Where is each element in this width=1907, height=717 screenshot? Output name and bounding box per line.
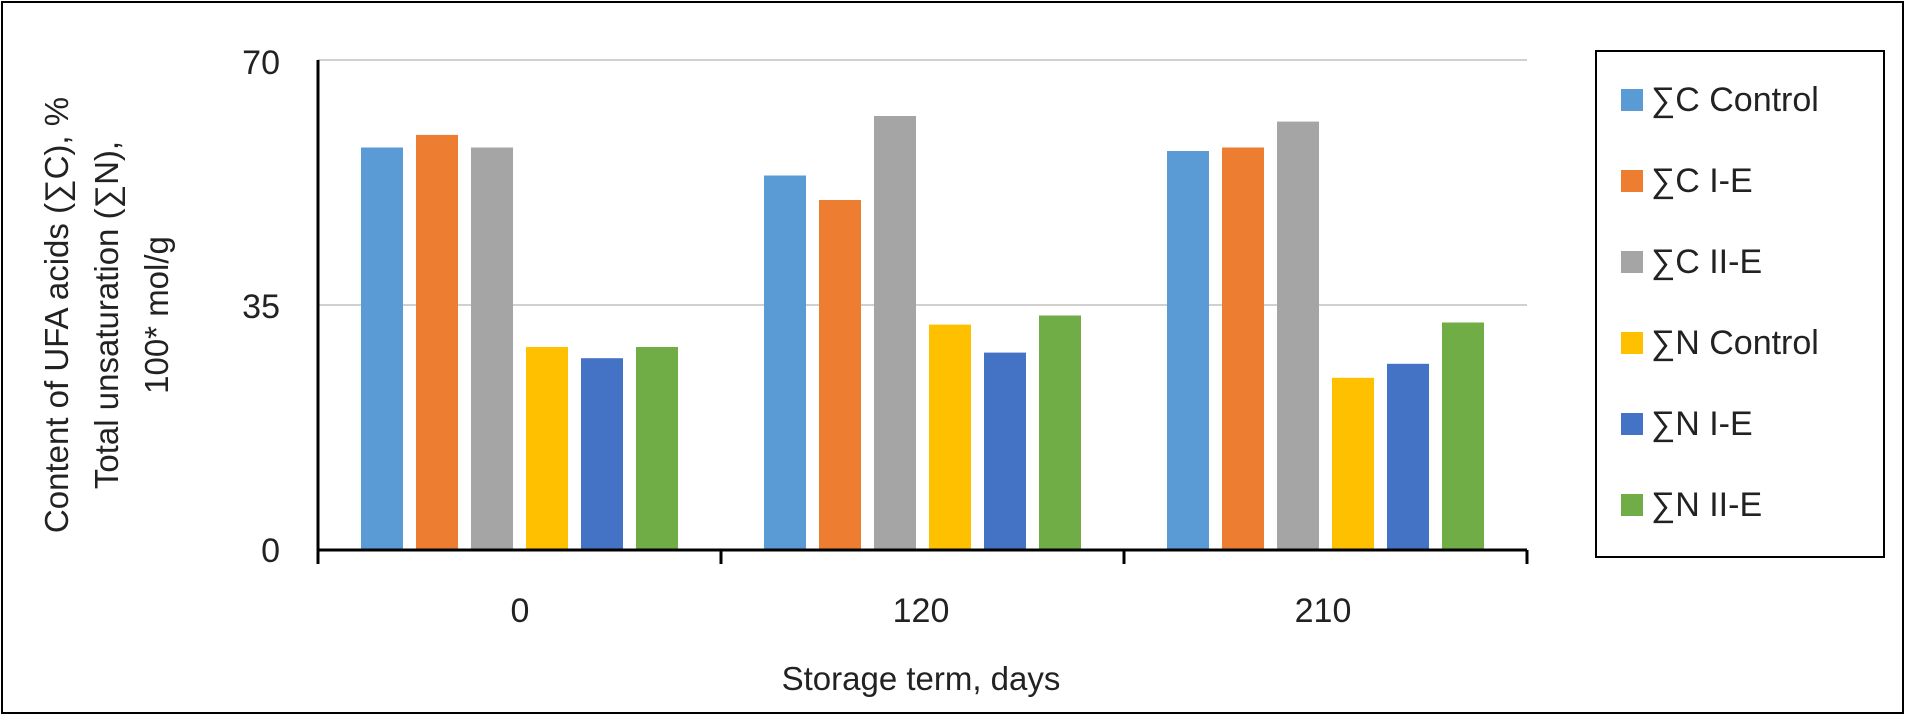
legend-swatch — [1621, 332, 1643, 354]
legend-swatch — [1621, 413, 1643, 435]
x-tick-label: 0 — [511, 592, 530, 630]
bar — [1387, 363, 1429, 550]
bar — [1442, 322, 1484, 550]
x-tick-label: 120 — [893, 592, 950, 630]
y-axis-title-line-2: Total unsaturation (∑N), — [88, 141, 125, 489]
y-tick-labels: 0 35 70 — [242, 44, 280, 570]
legend-swatch — [1621, 89, 1643, 111]
axes — [316, 60, 1529, 564]
legend-label: ∑N Control — [1651, 324, 1819, 362]
bar — [526, 347, 568, 550]
legend-swatch — [1621, 494, 1643, 516]
y-axis-title-line-3: 100* mol/g — [138, 236, 175, 394]
bar — [1167, 151, 1209, 550]
bar — [416, 134, 458, 550]
gridlines — [318, 59, 1527, 306]
legend-box — [1595, 50, 1885, 558]
bar — [764, 175, 806, 550]
bar — [581, 358, 623, 550]
legend-label: ∑C II-E — [1651, 243, 1762, 281]
legend-label: ∑N II-E — [1651, 486, 1762, 524]
bar — [1277, 121, 1319, 550]
bar — [361, 147, 403, 550]
bar — [636, 347, 678, 550]
y-axis-title-line-1: Content of UFA acids (∑C), % — [38, 97, 75, 533]
y-axis-title: Content of UFA acids (∑C), % Total unsat… — [38, 97, 175, 533]
x-tick-labels: 0 120 210 — [511, 592, 1352, 630]
bar — [1332, 377, 1374, 550]
legend-label: ∑C I-E — [1651, 162, 1753, 200]
y-tick-label: 0 — [261, 532, 280, 570]
y-tick-label: 35 — [242, 288, 280, 326]
bar — [1039, 315, 1081, 550]
legend-label: ∑N I-E — [1651, 405, 1753, 443]
legend-label: ∑C Control — [1651, 81, 1819, 119]
x-axis-title: Storage term, days — [782, 660, 1061, 697]
legend-swatch — [1621, 251, 1643, 273]
bar — [819, 200, 861, 550]
y-tick-label: 70 — [242, 44, 280, 82]
bar — [984, 352, 1026, 550]
bar — [1222, 147, 1264, 550]
legend-swatch — [1621, 170, 1643, 192]
bar — [874, 116, 916, 550]
bars — [361, 116, 1484, 550]
x-tick-label: 210 — [1295, 592, 1352, 630]
bar — [471, 147, 513, 550]
legend: ∑C Control ∑C I-E ∑C II-E ∑N Control ∑N I-E ∑… — [1595, 50, 1885, 558]
bar — [929, 324, 971, 550]
